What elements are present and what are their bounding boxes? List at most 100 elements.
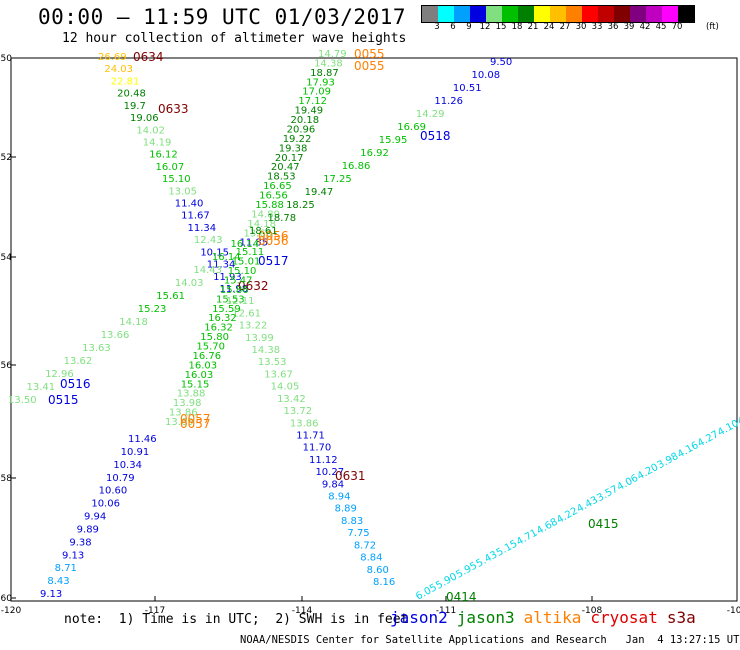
swh-value-label: 15.10 xyxy=(162,174,191,185)
swh-value-label: 16.32 xyxy=(208,313,237,324)
pass-time-label: 0518 xyxy=(420,129,451,143)
swh-value-label: 13.42 xyxy=(277,394,306,405)
swh-value-label: 7.75 xyxy=(347,528,369,539)
pass-time-label: 0515 xyxy=(48,393,79,407)
pass-time-label: 0632 xyxy=(238,279,269,293)
swh-value-label: 9.38 xyxy=(69,537,91,548)
legend-label: 45 xyxy=(655,22,667,32)
swh-value-label: 15.88 xyxy=(255,200,284,211)
legend-swatch xyxy=(646,6,662,22)
swh-value-label: 13.05 xyxy=(168,186,197,197)
swh-value-label: 17.93 xyxy=(306,77,335,88)
swh-value-label: 12.96 xyxy=(45,369,74,380)
lon-tick-label: -105 xyxy=(727,606,740,616)
swh-value-label: 15.61 xyxy=(156,291,185,302)
swh-value-label: 13.62 xyxy=(64,356,93,367)
legend-swatch xyxy=(566,6,582,22)
satellite-name: jason3 xyxy=(456,608,515,627)
pass-time-label: 0414 xyxy=(446,590,477,604)
swh-value-label: 13.86 xyxy=(169,408,198,419)
swh-value-label: 14.02 xyxy=(136,125,165,136)
swh-value-label: 18.87 xyxy=(310,68,339,79)
lat-tick-label: -52 xyxy=(0,153,12,163)
swh-value-label: 19.47 xyxy=(305,187,334,198)
lon-tick-label: -117 xyxy=(145,606,165,616)
swh-value-label: 13.22 xyxy=(239,321,268,332)
swh-value-label: 16.03 xyxy=(185,370,214,381)
swh-value-label: 16.69 xyxy=(397,122,426,133)
swh-value-label: 14.29 xyxy=(416,109,445,120)
legend-swatch xyxy=(630,6,646,22)
swh-value-label: 9.94 xyxy=(84,512,106,523)
swh-value-label: 15.70 xyxy=(196,342,225,353)
swh-value-label: 18.25 xyxy=(286,200,315,211)
swh-value-label: 11.93 xyxy=(213,272,242,283)
legend-label: 24 xyxy=(543,22,555,32)
swh-value-label: 13.99 xyxy=(245,333,274,344)
swh-value-label: 14.18 xyxy=(119,317,148,328)
satellite-name: cryosat xyxy=(590,608,658,627)
swh-value-label: 10.15 xyxy=(200,247,229,258)
swh-value-label: 17.09 xyxy=(302,87,331,98)
swh-value-label: 14.43 xyxy=(193,265,222,276)
pass-time-label: 0415 xyxy=(588,517,619,531)
swh-value-label: 9.13 xyxy=(40,589,62,600)
pass-time-label: 0516 xyxy=(60,377,91,391)
swh-value-label: 11.70 xyxy=(303,443,332,454)
swh-value-label: 11.71 xyxy=(296,430,325,441)
legend-swatch xyxy=(422,6,438,22)
credit-line: NOAA/NESDIS Center for Satellite Applica… xyxy=(240,634,740,646)
swh-value-label: 18.61 xyxy=(249,226,278,237)
legend-label: 15 xyxy=(495,22,507,32)
lat-tick-label: -60 xyxy=(0,594,12,604)
swh-value-label: 10.08 xyxy=(471,70,500,81)
swh-value-label: 13.67 xyxy=(264,369,293,380)
color-scale-legend xyxy=(421,5,695,23)
legend-swatch xyxy=(678,6,694,22)
swh-value-label: 11.26 xyxy=(434,96,463,107)
swh-value-label: 4.10 xyxy=(716,418,740,438)
swh-value-label: 16.56 xyxy=(259,191,288,202)
swh-value-label: 11.85 xyxy=(240,238,269,249)
lon-tick-label: -108 xyxy=(582,606,603,616)
lat-tick-label: -54 xyxy=(0,253,12,263)
swh-value-label: 9.13 xyxy=(62,550,84,561)
swh-value-label: 26.69 xyxy=(98,52,127,63)
swh-value-label: 10.91 xyxy=(121,447,150,458)
swh-value-label: 13.63 xyxy=(82,343,111,354)
satellite-name: s3a xyxy=(666,608,696,627)
swh-value-label: 16.12 xyxy=(149,150,178,161)
swh-value-label: 19.38 xyxy=(279,143,308,154)
pass-time-label: 0634 xyxy=(133,50,164,64)
swh-value-label: 12.43 xyxy=(194,235,223,246)
swh-value-label: 8.83 xyxy=(341,516,363,527)
swh-value-label: 11.98 xyxy=(220,284,249,295)
swh-value-label: 10.51 xyxy=(453,83,482,94)
legend-swatch xyxy=(486,6,502,22)
legend-label: 39 xyxy=(623,22,635,32)
legend-unit: (ft) xyxy=(706,22,719,32)
pass-time-label: 0055 xyxy=(354,59,385,73)
color-scale-labels: 3 6 9 12 15 18 21 24 27 30 33 36 39 42 45 70 xyxy=(421,22,740,34)
pass-time-label: 0057 xyxy=(180,412,211,426)
swh-value-label: 16.92 xyxy=(360,148,389,159)
swh-value-label: 15.95 xyxy=(379,135,408,146)
legend-label: 70 xyxy=(671,22,683,32)
swh-value-label: 14.18 xyxy=(247,219,276,230)
swh-value-label: 17.12 xyxy=(298,96,327,107)
footer-note: note: 1) Time is in UTC; 2) SWH is in fe… xyxy=(64,612,409,627)
legend-swatch xyxy=(438,6,454,22)
pass-time-label: 0056 xyxy=(258,229,289,243)
swh-value-label: 10.27 xyxy=(315,467,344,478)
swh-value-label: 11.40 xyxy=(175,199,204,210)
legend-swatch xyxy=(470,6,486,22)
swh-value-label: 15.59 xyxy=(212,304,241,315)
satellite-name: jason2 xyxy=(390,608,448,627)
swh-value-label: 10.06 xyxy=(91,499,120,510)
swh-value-label: 16.14 xyxy=(230,239,259,250)
swh-value-label: 14.03 xyxy=(175,278,204,289)
swh-value-label: 10.34 xyxy=(113,460,142,471)
lat-tick-label: -56 xyxy=(0,361,12,371)
